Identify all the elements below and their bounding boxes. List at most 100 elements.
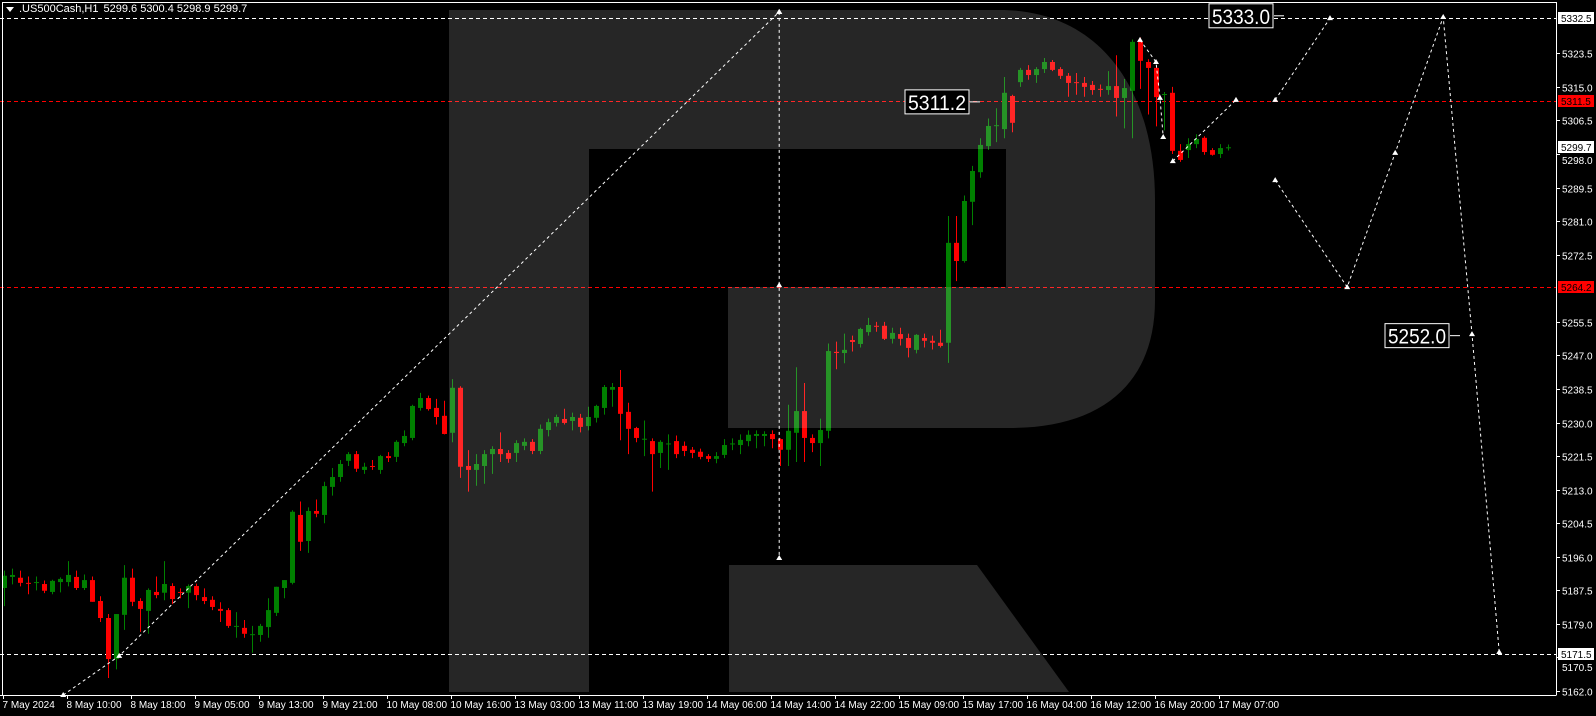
candle-body <box>826 351 831 431</box>
candle <box>1202 136 1207 155</box>
candle-body <box>794 411 799 433</box>
arrow-point-icon[interactable] <box>1272 96 1279 102</box>
candle-body <box>170 586 175 600</box>
arrow-point-icon[interactable] <box>1157 94 1163 100</box>
x-tick-label: 16 May 20:00 <box>1155 700 1216 711</box>
candle <box>666 434 671 470</box>
forecast-line[interactable] <box>1274 17 1331 101</box>
forecast-line[interactable] <box>1139 39 1164 138</box>
y-tick-label: 5230.0 <box>1562 420 1593 431</box>
y-tick-label: 5289.5 <box>1562 185 1593 196</box>
candle-body <box>1154 67 1159 98</box>
arrow-point-icon[interactable] <box>60 692 67 697</box>
arrow-point-icon[interactable] <box>776 282 783 288</box>
candle-body <box>154 591 159 596</box>
arrow-point-icon[interactable] <box>776 554 783 560</box>
candle <box>818 418 823 466</box>
arrow-point-icon[interactable] <box>1137 36 1143 42</box>
candle <box>698 448 703 460</box>
arrow-point-icon[interactable] <box>1392 149 1399 155</box>
candle <box>498 432 503 463</box>
candle-body <box>458 387 463 467</box>
candle-body <box>1138 41 1143 61</box>
candle <box>570 412 575 431</box>
arrow-point-icon[interactable] <box>1153 58 1159 64</box>
y-tick-label: 5306.5 <box>1562 117 1593 128</box>
candle-body <box>2 575 7 588</box>
candle-body <box>1074 82 1079 84</box>
candle-body <box>930 340 935 343</box>
candle <box>722 439 727 459</box>
arrow-point-icon[interactable] <box>1160 134 1167 140</box>
y-tick-label: 5170.5 <box>1562 663 1593 674</box>
level-price-tag-5299.7 <box>1558 141 1594 153</box>
candle <box>1042 58 1047 74</box>
candle-body <box>1106 86 1111 91</box>
arrow-point-icon[interactable] <box>116 652 123 658</box>
forecast-line[interactable] <box>1274 16 1500 653</box>
arrow-point-icon[interactable] <box>1169 158 1176 164</box>
candle-body <box>266 610 271 628</box>
candle <box>514 440 519 463</box>
candle-body <box>746 434 751 442</box>
candle-body <box>1026 69 1031 76</box>
candle-body <box>330 477 335 487</box>
candle-body <box>306 510 311 541</box>
candle <box>418 392 423 411</box>
candle <box>786 404 791 466</box>
candle-body <box>610 386 615 390</box>
candle <box>898 327 903 346</box>
candle <box>554 414 559 427</box>
arrow-point-icon[interactable] <box>1469 331 1475 337</box>
x-tick-label: 9 May 05:00 <box>195 700 250 711</box>
candle-body <box>538 428 543 451</box>
candle-body <box>258 625 263 635</box>
candle <box>298 501 303 551</box>
candle-body <box>882 325 887 339</box>
candle-body <box>938 342 943 346</box>
arrow-point-icon[interactable] <box>1496 648 1503 654</box>
candle <box>434 398 439 425</box>
x-tick-label: 17 May 07:00 <box>1219 700 1280 711</box>
candle <box>1010 94 1015 133</box>
forecast-line[interactable] <box>1172 99 1237 162</box>
candle-body <box>698 451 703 457</box>
arrow-point-icon[interactable] <box>1327 15 1333 21</box>
candle-body <box>682 445 687 451</box>
candle-body <box>634 428 639 438</box>
candle <box>746 430 751 447</box>
arrow-point-icon[interactable] <box>1272 177 1279 183</box>
y-tick-label: 5255.5 <box>1562 319 1593 330</box>
candle <box>394 440 399 463</box>
candle-body <box>282 580 287 588</box>
candle-body <box>354 454 359 469</box>
candle-body <box>290 511 295 583</box>
candle-body <box>114 614 119 660</box>
candle <box>594 404 599 423</box>
arrow-point-icon[interactable] <box>1344 284 1351 290</box>
candle <box>650 438 655 492</box>
candle-body <box>1210 150 1215 155</box>
x-tick-label: 14 May 22:00 <box>835 700 896 711</box>
candle <box>930 335 935 350</box>
candle-body <box>850 339 855 342</box>
candle <box>458 386 463 478</box>
callout-box <box>904 89 970 115</box>
candle <box>674 435 679 459</box>
arrow-point-icon[interactable] <box>1233 96 1239 102</box>
y-tick-label: 5179.0 <box>1562 621 1593 632</box>
y-tick-label: 5247.0 <box>1562 352 1593 363</box>
candle <box>210 596 215 611</box>
triangle-down-icon[interactable] <box>6 6 14 12</box>
candle-body <box>866 324 871 333</box>
candle <box>66 561 71 587</box>
candle-body <box>58 578 63 583</box>
candle-body <box>890 332 895 339</box>
arrow-point-icon[interactable] <box>1440 13 1447 19</box>
candle <box>826 343 831 439</box>
candle-body <box>74 576 79 588</box>
candle <box>810 434 815 453</box>
arrow-point-icon[interactable] <box>776 8 783 14</box>
callout-text: 5252.0 <box>1388 326 1446 349</box>
